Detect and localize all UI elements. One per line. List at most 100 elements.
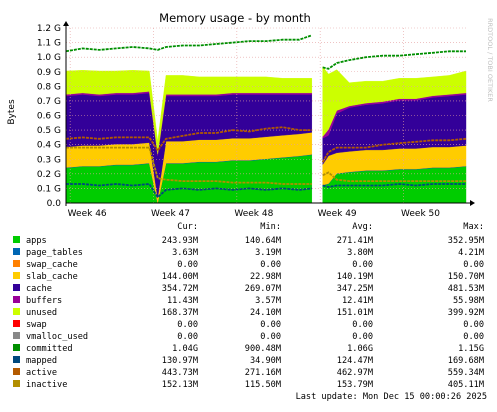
- legend-series-name: active: [26, 368, 57, 378]
- legend-value: 34.90M: [250, 356, 281, 366]
- legend-value: 140.64M: [245, 236, 281, 246]
- legend-value: 140.19M: [337, 272, 373, 282]
- legend-swatch: [13, 272, 20, 279]
- line-inactive-1: [66, 146, 312, 185]
- y-tick-label: 0.9 G: [37, 68, 61, 78]
- legend-value: 0.00: [260, 320, 281, 330]
- y-tick-label: 1.1 G: [37, 39, 61, 49]
- legend-value: 4.21M: [458, 248, 484, 258]
- y-tick-label: 0.4 G: [37, 141, 61, 151]
- y-tick-label: 0.1 G: [37, 184, 61, 194]
- legend-value: 0.00: [177, 260, 198, 270]
- legend-value: 11.43M: [167, 296, 198, 306]
- legend-value: 0.00: [463, 332, 484, 342]
- legend-series-name: swap_cache: [26, 260, 78, 270]
- legend-value: 269.07M: [245, 284, 281, 294]
- line-committed-1: [65, 34, 313, 53]
- legend-series-name: inactive: [26, 380, 67, 390]
- legend-series-name: committed: [26, 344, 73, 354]
- y-tick-label: 0.5 G: [37, 126, 61, 136]
- legend-value: 3.57M: [255, 296, 281, 306]
- legend-value: 1.06G: [347, 344, 373, 354]
- x-tick-label: Week 50: [401, 209, 440, 219]
- area-unused-1: [65, 70, 312, 155]
- y-tick-label: 0.7 G: [37, 97, 61, 107]
- legend-value: 153.79M: [337, 380, 373, 390]
- legend-value: 0.00: [260, 260, 281, 270]
- legend-swatch: [13, 308, 20, 315]
- legend-value: 1.04G: [172, 344, 198, 354]
- legend-value: 405.11M: [448, 380, 484, 390]
- legend-value: 150.70M: [448, 272, 484, 282]
- axes: [63, 21, 475, 206]
- legend-value: 399.92M: [448, 308, 484, 318]
- legend-header: Max:: [463, 222, 484, 232]
- legend-series-name: slab_cache: [26, 272, 78, 282]
- x-tick-label: Week 47: [151, 209, 190, 219]
- legend-value: 3.63M: [172, 248, 198, 258]
- legend-value: 271.41M: [337, 236, 373, 246]
- legend-value: 559.34M: [448, 368, 484, 378]
- legend-swatch: [13, 380, 20, 387]
- legend-series-name: vmalloc_used: [26, 332, 88, 342]
- stacked-areas: [65, 66, 467, 204]
- line-committed-2: [322, 50, 466, 70]
- legend-header: Min:: [260, 222, 281, 232]
- y-axis-arrow: [63, 21, 69, 26]
- legend-series-name: cache: [26, 284, 52, 294]
- last-update: Last update: Mon Dec 15 00:00:26 2025: [296, 392, 487, 402]
- x-axis-arrow: [470, 200, 475, 206]
- legend-value: 271.16M: [245, 368, 281, 378]
- legend-value: 144.00M: [162, 272, 198, 282]
- y-tick-label: 0.3 G: [37, 155, 61, 165]
- legend-swatch: [13, 284, 20, 291]
- overlay-lines: [65, 34, 467, 199]
- y-tick-label: 0.0: [47, 199, 62, 209]
- legend-series-name: unused: [26, 308, 57, 318]
- x-tick-label: Week 49: [318, 209, 357, 219]
- legend-table: Cur: Min: Avg: Max: apps 243.93M 140.64M 271.41…: [13, 222, 484, 390]
- x-tick-labels: Week 46 Week 47 Week 48 Week 49 Week 50: [68, 209, 441, 219]
- legend-value: 3.80M: [347, 248, 373, 258]
- legend-value: 352.95M: [448, 236, 484, 246]
- y-tick-label: 1.2 G: [37, 24, 61, 34]
- legend-value: 462.97M: [337, 368, 373, 378]
- legend-series-name: page_tables: [26, 248, 83, 258]
- legend-value: 443.73M: [162, 368, 198, 378]
- legend-value: 24.10M: [250, 308, 281, 318]
- line-active-1: [65, 126, 312, 153]
- x-tick-label: Week 46: [68, 209, 107, 219]
- legend-value: 0.00: [177, 320, 198, 330]
- legend-value: 0.00: [352, 260, 373, 270]
- legend-value: 0.00: [260, 332, 281, 342]
- legend-series-name: mapped: [26, 356, 57, 366]
- legend-swatch: [13, 332, 20, 339]
- legend-value: 169.68M: [448, 356, 484, 366]
- legend-swatch: [13, 296, 20, 303]
- line-mapped-1: [66, 183, 312, 199]
- legend-value: 168.37M: [162, 308, 198, 318]
- legend-series-name: swap: [26, 320, 47, 330]
- legend-value: 347.25M: [337, 284, 373, 294]
- legend-header: Cur:: [177, 222, 198, 232]
- legend-value: 900.48M: [245, 344, 281, 354]
- legend-header: Avg:: [352, 222, 373, 232]
- line-mapped-2: [322, 183, 466, 188]
- y-tick-labels: 0.0 0.1 G 0.2 G 0.3 G 0.4 G 0.5 G 0.6 G 0.7 G 0.…: [37, 24, 61, 209]
- legend-value: 0.00: [352, 332, 373, 342]
- y-axis-label: Bytes: [7, 99, 17, 125]
- legend-value: 3.19M: [255, 248, 281, 258]
- legend-value: 0.00: [352, 320, 373, 330]
- x-tick-label: Week 48: [234, 209, 273, 219]
- line-inactive-2: [322, 171, 466, 182]
- legend-value: 115.50M: [245, 380, 281, 390]
- legend-value: 130.97M: [162, 356, 198, 366]
- y-tick-label: 0.2 G: [37, 170, 61, 180]
- legend-value: 12.41M: [342, 296, 373, 306]
- legend-swatch: [13, 260, 20, 267]
- legend-value: 55.98M: [453, 296, 484, 306]
- chart-title: Memory usage - by month: [159, 11, 311, 25]
- legend-value: 0.00: [463, 260, 484, 270]
